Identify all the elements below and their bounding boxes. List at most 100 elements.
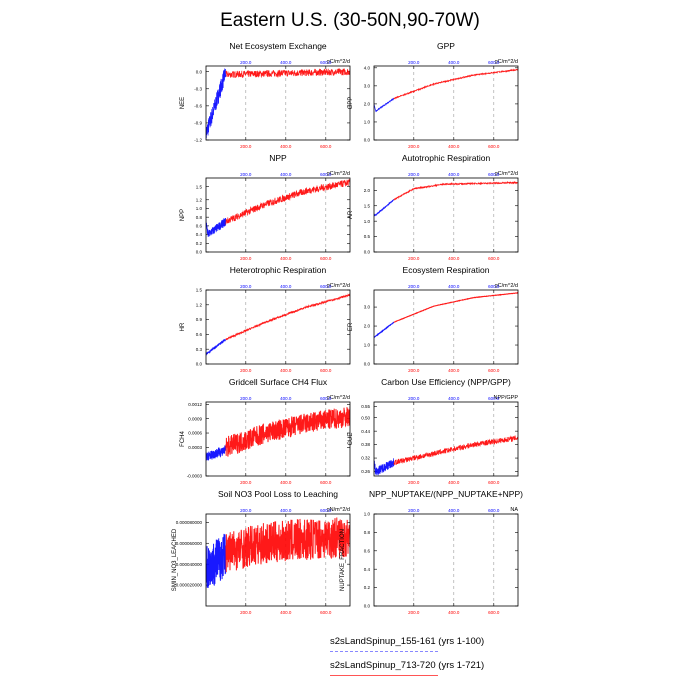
x-tick-label-top: 200.0: [240, 284, 252, 289]
y-tick-label: 2.0: [364, 102, 371, 107]
y-axis-label: HR: [180, 322, 186, 331]
series-red-line: [225, 178, 350, 225]
x-tick-label-bottom: 200.0: [240, 480, 252, 485]
legend-entry-2: s2sLandSpinup_713-720 (yrs 1-721): [330, 660, 485, 671]
x-tick-label-top: 400.0: [448, 508, 460, 513]
y-tick-label: 0.000020000: [176, 583, 203, 588]
y-axis-label: AR: [348, 210, 354, 219]
x-tick-label-bottom: 200.0: [240, 610, 252, 615]
x-tick-label-top: 600.0: [488, 508, 500, 513]
series-group: [206, 67, 350, 140]
panel-frame: [205, 513, 351, 607]
x-tick-label-top: 600.0: [320, 508, 332, 513]
y-tick-label: 0.0006: [188, 431, 202, 436]
series-group: [374, 435, 518, 476]
x-tick-label-bottom: 400.0: [280, 480, 292, 485]
y-tick-label: 0.2: [196, 241, 203, 246]
y-tick-label: 0.0: [364, 250, 371, 255]
y-tick-label: 0.26: [361, 469, 370, 474]
series-group: [206, 178, 350, 237]
series-group: [206, 293, 350, 356]
x-tick-label-bottom: 600.0: [488, 610, 500, 615]
y-tick-label: 3.0: [364, 305, 371, 310]
y-tick-label: 1.5: [196, 184, 203, 189]
panel-title: Ecosystem Respiration: [403, 265, 490, 275]
y-tick-label: 0.8: [364, 530, 371, 535]
x-tick-label-bottom: 200.0: [408, 610, 420, 615]
x-tick-label-top: 400.0: [280, 60, 292, 65]
y-tick-label: -0.0003: [187, 474, 203, 479]
y-tick-label: 1.2: [196, 302, 203, 307]
series-blue-line: [206, 445, 227, 461]
y-tick-label: 0.6: [196, 332, 203, 337]
panel-4: Autotrophic Respiration gC/m^2/d 200.0 200.…: [348, 153, 519, 261]
x-tick-label-top: 600.0: [320, 60, 332, 65]
y-tick-label: 0.6: [196, 223, 203, 228]
panel-frame: [373, 177, 519, 253]
x-tick-label-top: 400.0: [448, 284, 460, 289]
series-group: [374, 291, 518, 339]
y-tick-label: 1.5: [364, 203, 371, 208]
x-tick-label-top: 400.0: [280, 284, 292, 289]
series-red-line: [393, 435, 518, 466]
series-red-line: [225, 293, 350, 341]
x-tick-label-bottom: 200.0: [240, 144, 252, 149]
x-tick-label-bottom: 200.0: [240, 256, 252, 261]
panel-frame: [373, 401, 519, 477]
series-blue-line: [374, 199, 395, 217]
panel-units: gC/m^2/d: [495, 283, 518, 289]
y-tick-label: 0.0012: [188, 402, 202, 407]
panel-frame: [373, 513, 519, 607]
y-tick-label: 0.4: [196, 232, 203, 237]
y-tick-label: 0.9: [196, 317, 203, 322]
panel-5: Heterotrophic Respiration gC/m^2/d 200.0 20…: [180, 265, 351, 373]
x-tick-label-top: 400.0: [280, 508, 292, 513]
y-tick-label: 0.50: [361, 415, 370, 420]
x-tick-label-top: 400.0: [280, 396, 292, 401]
y-tick-label: 0.55: [361, 404, 370, 409]
x-tick-label-top: 600.0: [488, 396, 500, 401]
series-blue-line: [206, 533, 227, 589]
series-blue-line: [374, 97, 395, 113]
y-tick-label: 0.0: [196, 69, 203, 74]
legend-entry-1: s2sLandSpinup_155-161 (yrs 1-100): [330, 636, 485, 647]
x-tick-label-bottom: 400.0: [280, 368, 292, 373]
x-tick-label-top: 400.0: [280, 172, 292, 177]
y-tick-label: 2.0: [364, 324, 371, 329]
panel-title: GPP: [437, 41, 455, 51]
y-tick-label: 0.2: [364, 585, 371, 590]
x-tick-label-bottom: 200.0: [408, 480, 420, 485]
x-tick-label-top: 200.0: [408, 396, 420, 401]
y-tick-label: 0.3: [196, 347, 203, 352]
x-tick-label-bottom: 600.0: [488, 256, 500, 261]
panel-3: NPP gC/m^2/d 200.0 200.0 400.0 400.0 600.0 600.…: [180, 153, 351, 261]
panel-2: GPP gC/m^2/d 200.0 200.0 400.0 400.0 600.0 600.…: [348, 41, 519, 149]
x-tick-label-top: 400.0: [448, 60, 460, 65]
y-tick-label: 0.0009: [188, 416, 202, 421]
series-red-line: [393, 180, 518, 201]
x-tick-label-top: 200.0: [240, 508, 252, 513]
panel-title: Heterotrophic Respiration: [230, 265, 327, 275]
panel-units: gC/m^2/d: [495, 59, 518, 65]
x-tick-label-top: 200.0: [240, 172, 252, 177]
y-tick-label: 0.000080000: [176, 520, 203, 525]
x-tick-label-top: 600.0: [488, 60, 500, 65]
x-tick-label-top: 600.0: [488, 284, 500, 289]
series-red-line: [225, 517, 350, 573]
series-blue-line: [206, 338, 227, 356]
figure-title: Eastern U.S. (30-50N,90-70W): [220, 10, 480, 31]
y-tick-label: 0.000040000: [176, 562, 203, 567]
y-axis-label: SMIN_NO3_LEACHED: [172, 528, 178, 591]
series-group: [374, 180, 518, 217]
series-blue-line: [374, 321, 395, 339]
y-tick-label: 0.0: [196, 250, 203, 255]
x-tick-label-top: 600.0: [320, 284, 332, 289]
x-tick-label-bottom: 600.0: [320, 480, 332, 485]
y-axis-label: NUPTAKE_FRACTION: [340, 529, 346, 591]
y-tick-label: 1.0: [364, 512, 371, 517]
y-tick-label: 0.32: [361, 456, 370, 461]
y-axis-label: ER: [348, 322, 354, 331]
x-tick-label-top: 200.0: [240, 60, 252, 65]
x-tick-label-top: 400.0: [448, 396, 460, 401]
y-tick-label: -0.3: [194, 86, 202, 91]
